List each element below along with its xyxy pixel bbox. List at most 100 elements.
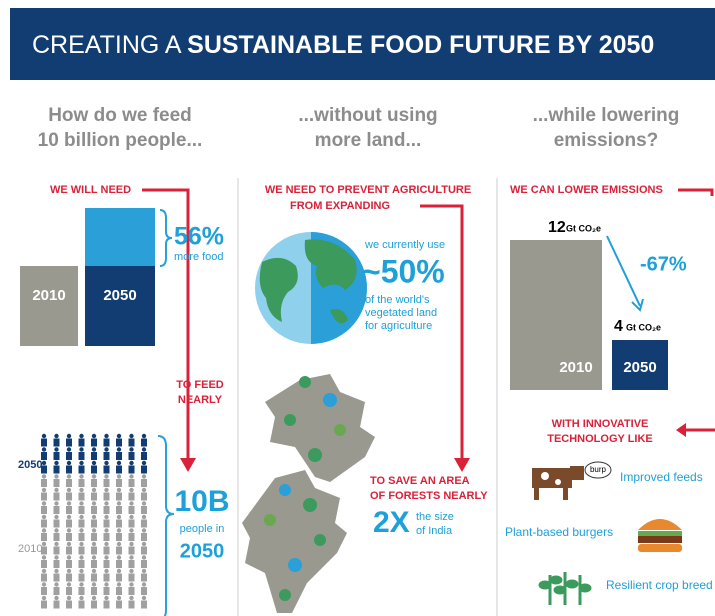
person-icon <box>41 573 47 582</box>
burp: burp <box>590 465 607 474</box>
person-icon <box>41 438 47 447</box>
person-icon <box>116 546 122 555</box>
callout: WE NEED TO PREVENT AGRICULTURE <box>265 184 471 196</box>
arrowhead <box>454 458 470 472</box>
share-intro: we currently use <box>364 239 445 251</box>
person-icon <box>104 514 109 520</box>
callout: WE WILL NEED <box>50 184 131 196</box>
person-icon <box>103 573 110 582</box>
person-icon <box>103 533 110 541</box>
person-icon <box>66 487 72 493</box>
person-icon <box>66 546 72 555</box>
person-icon <box>103 452 110 460</box>
person-icon <box>79 474 84 479</box>
person-icon <box>141 555 147 560</box>
callout: TECHNOLOGY LIKE <box>547 433 653 445</box>
person-icon <box>78 492 85 501</box>
person-icon <box>103 506 110 514</box>
arrow <box>678 188 714 196</box>
person-icon <box>91 582 97 587</box>
person-icon <box>54 582 59 587</box>
bar <box>85 266 155 346</box>
cow-icon <box>532 466 584 500</box>
person-icon <box>129 582 134 587</box>
person-icon <box>128 573 135 582</box>
increase-note: more food <box>174 251 224 263</box>
person-icon <box>104 595 109 601</box>
person-icon <box>54 501 59 506</box>
person-icon <box>78 600 85 609</box>
callout: TO SAVE AN AREA <box>370 475 470 487</box>
person-icon <box>141 460 147 466</box>
year-label: 2050 <box>18 459 42 471</box>
person-icon <box>53 452 60 460</box>
person-icon <box>66 595 72 601</box>
header-bar <box>10 8 715 80</box>
person-icon <box>103 546 110 555</box>
person-icon <box>79 568 84 574</box>
person-icon <box>91 546 97 555</box>
person-icon <box>66 582 72 587</box>
year-label: 2010 <box>18 543 42 555</box>
person-icon <box>79 487 84 493</box>
technology: Plant-based burgers <box>505 525 613 539</box>
person-icon <box>54 568 59 574</box>
person-icon <box>116 514 122 520</box>
person-icon <box>78 479 85 487</box>
person-icon <box>141 465 147 474</box>
person-icon <box>41 528 47 533</box>
person-icon <box>53 546 60 555</box>
person-icon <box>104 474 109 479</box>
person-icon <box>116 568 122 574</box>
person-icon <box>66 452 72 460</box>
arrowhead <box>180 458 196 472</box>
person-icon <box>78 519 85 528</box>
bar-label: 2010 <box>559 359 592 376</box>
person-icon <box>104 582 109 587</box>
person-icon <box>78 465 85 474</box>
person-icon <box>141 506 147 514</box>
person-icon <box>116 492 122 501</box>
person-icon <box>41 519 47 528</box>
person-icon <box>141 501 147 506</box>
heading: ...without using <box>298 105 437 126</box>
person-icon <box>116 447 122 452</box>
person-icon <box>91 560 97 568</box>
callout: WE CAN LOWER EMISSIONS <box>510 184 663 196</box>
person-icon <box>53 465 60 474</box>
person-icon <box>129 555 134 560</box>
person-icon <box>128 600 135 609</box>
person-icon <box>53 519 60 528</box>
person-icon <box>66 519 72 528</box>
person-icon <box>103 465 110 474</box>
arrow <box>420 204 464 462</box>
person-icon <box>66 533 72 541</box>
person-icon <box>66 514 72 520</box>
person-icon <box>79 460 84 466</box>
person-icon <box>141 487 147 493</box>
bar <box>20 266 78 346</box>
person-icon <box>141 438 147 447</box>
person-icon <box>78 438 85 447</box>
person-icon <box>41 447 47 452</box>
person-icon <box>91 514 97 520</box>
person-icon <box>141 587 147 595</box>
technology: Improved feeds <box>620 470 703 484</box>
person-icon <box>78 573 85 582</box>
person-icon <box>91 533 97 541</box>
arrow <box>606 235 641 307</box>
person-icon <box>91 465 97 474</box>
trees <box>264 376 346 601</box>
person-icon <box>91 474 97 479</box>
person-icon <box>41 582 47 587</box>
person-icon <box>91 438 97 447</box>
person-icon <box>53 587 60 595</box>
person-icon <box>116 541 122 547</box>
heading: more land... <box>315 130 422 151</box>
person-icon <box>104 568 109 574</box>
person-icon <box>66 528 72 533</box>
callout: TO FEED <box>176 379 224 391</box>
person-icon <box>91 501 97 506</box>
person-icon <box>141 541 147 547</box>
